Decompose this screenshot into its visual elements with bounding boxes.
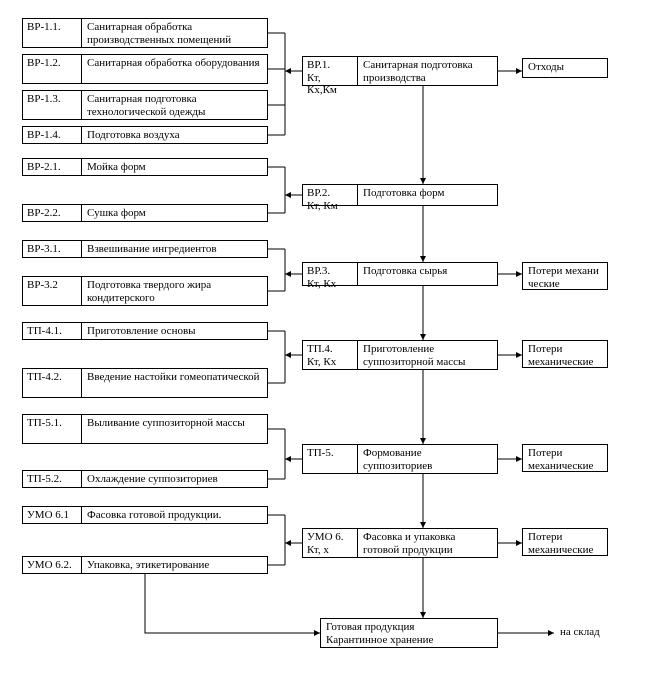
annot-na-sklad: на склад	[560, 626, 600, 639]
node-tp42-label: Введение настойки гомеопатической	[82, 369, 267, 397]
node-bp11-code: ВР-1.1.	[23, 19, 82, 47]
node-bp11: ВР-1.1.Санитарная обработка производстве…	[22, 18, 268, 48]
node-umo61-label: Фасовка готовой продукции.	[82, 507, 267, 523]
node-bp1-code: ВР.1. Кт, Кх,Км	[303, 57, 358, 85]
node-bp32-label: Подготовка твердого жира кондитерского	[82, 277, 267, 305]
node-tp41-code: ТП-4.1.	[23, 323, 82, 339]
node-bp32-code: ВР-3.2	[23, 277, 82, 305]
node-bp13: ВР-1.3.Санитарная подготовка технологиче…	[22, 90, 268, 120]
node-out4: Потери механические	[522, 340, 608, 368]
node-tp42: ТП-4.2.Введение настойки гомеопатической	[22, 368, 268, 398]
node-umo61-code: УМО 6.1	[23, 507, 82, 523]
node-umo62-label: Упаковка, этикетирование	[82, 557, 267, 573]
flowchart-stage: ВР-1.1.Санитарная обработка производстве…	[0, 0, 645, 683]
node-tp41: ТП-4.1.Приготовление основы	[22, 322, 268, 340]
node-bp31-code: ВР-3.1.	[23, 241, 82, 257]
node-tp52-code: ТП-5.2.	[23, 471, 82, 487]
node-tp51-code: ТП-5.1.	[23, 415, 82, 443]
node-bp31: ВР-3.1.Взвешивание ингредиентов	[22, 240, 268, 258]
node-umo6-label: Фасовка и упаковка готовой продукции	[358, 529, 497, 557]
node-bp12-code: ВР-1.2.	[23, 55, 82, 83]
node-bp21: ВР-2.1.Мойка форм	[22, 158, 268, 176]
node-tp51: ТП-5.1.Выливание суппозиторной массы	[22, 414, 268, 444]
node-tp51-label: Выливание суппозиторной массы	[82, 415, 267, 443]
node-tp42-code: ТП-4.2.	[23, 369, 82, 397]
node-tp52: ТП-5.2.Охлаждение суппозиториев	[22, 470, 268, 488]
node-tp52-label: Охлаждение суппозиториев	[82, 471, 267, 487]
node-bp2-code: ВР.2. Кт, Км	[303, 185, 358, 205]
node-bp13-label: Санитарная подготовка технологической од…	[82, 91, 267, 119]
node-tp5: ТП-5.Формование суппозиториев	[302, 444, 498, 474]
node-bp14: ВР-1.4.Подготовка воздуха	[22, 126, 268, 144]
node-out3-label: Потери механи ческие	[523, 263, 607, 289]
node-bp21-label: Мойка форм	[82, 159, 267, 175]
node-bp22-code: ВР-2.2.	[23, 205, 82, 221]
node-umo6: УМО 6. Кт, хФасовка и упаковка готовой п…	[302, 528, 498, 558]
node-out6: Потери механические	[522, 528, 608, 556]
node-out3: Потери механи ческие	[522, 262, 608, 290]
node-out5-label: Потери механические	[523, 445, 607, 471]
node-bp31-label: Взвешивание ингредиентов	[82, 241, 267, 257]
node-bp11-label: Санитарная обработка производственных по…	[82, 19, 267, 47]
node-bp3-code: ВР.3. Кт, Кх	[303, 263, 358, 285]
node-bp1-label: Санитарная подготовка производства	[358, 57, 497, 85]
node-bp2-label: Подготовка форм	[358, 185, 497, 205]
node-bp3-label: Подготовка сырья	[358, 263, 497, 285]
node-tp5-label: Формование суппозиториев	[358, 445, 497, 473]
node-bp14-code: ВР-1.4.	[23, 127, 82, 143]
node-out4-label: Потери механические	[523, 341, 607, 367]
node-final-label: Готовая продукция Карантинное хранение	[321, 619, 497, 647]
node-bp21-code: ВР-2.1.	[23, 159, 82, 175]
node-tp4: ТП.4. Кт, КхПриготовление суппозиторной …	[302, 340, 498, 370]
node-bp22: ВР-2.2.Сушка форм	[22, 204, 268, 222]
node-bp14-label: Подготовка воздуха	[82, 127, 267, 143]
node-out1: Отходы	[522, 58, 608, 78]
node-umo62: УМО 6.2.Упаковка, этикетирование	[22, 556, 268, 574]
node-out5: Потери механические	[522, 444, 608, 472]
node-umo62-code: УМО 6.2.	[23, 557, 82, 573]
node-bp32: ВР-3.2Подготовка твердого жира кондитерс…	[22, 276, 268, 306]
node-bp12: ВР-1.2.Санитарная обработка оборудования	[22, 54, 268, 84]
node-out1-label: Отходы	[523, 59, 607, 77]
node-tp41-label: Приготовление основы	[82, 323, 267, 339]
node-umo61: УМО 6.1Фасовка готовой продукции.	[22, 506, 268, 524]
node-bp3: ВР.3. Кт, КхПодготовка сырья	[302, 262, 498, 286]
node-tp4-code: ТП.4. Кт, Кх	[303, 341, 358, 369]
node-bp12-label: Санитарная обработка оборудования	[82, 55, 267, 83]
node-umo6-code: УМО 6. Кт, х	[303, 529, 358, 557]
node-tp4-label: Приготовление суппозиторной массы	[358, 341, 497, 369]
node-out6-label: Потери механические	[523, 529, 607, 555]
node-bp13-code: ВР-1.3.	[23, 91, 82, 119]
node-bp2: ВР.2. Кт, КмПодготовка форм	[302, 184, 498, 206]
node-tp5-code: ТП-5.	[303, 445, 358, 473]
node-bp1: ВР.1. Кт, Кх,КмСанитарная подготовка про…	[302, 56, 498, 86]
node-bp22-label: Сушка форм	[82, 205, 267, 221]
node-final: Готовая продукция Карантинное хранение	[320, 618, 498, 648]
